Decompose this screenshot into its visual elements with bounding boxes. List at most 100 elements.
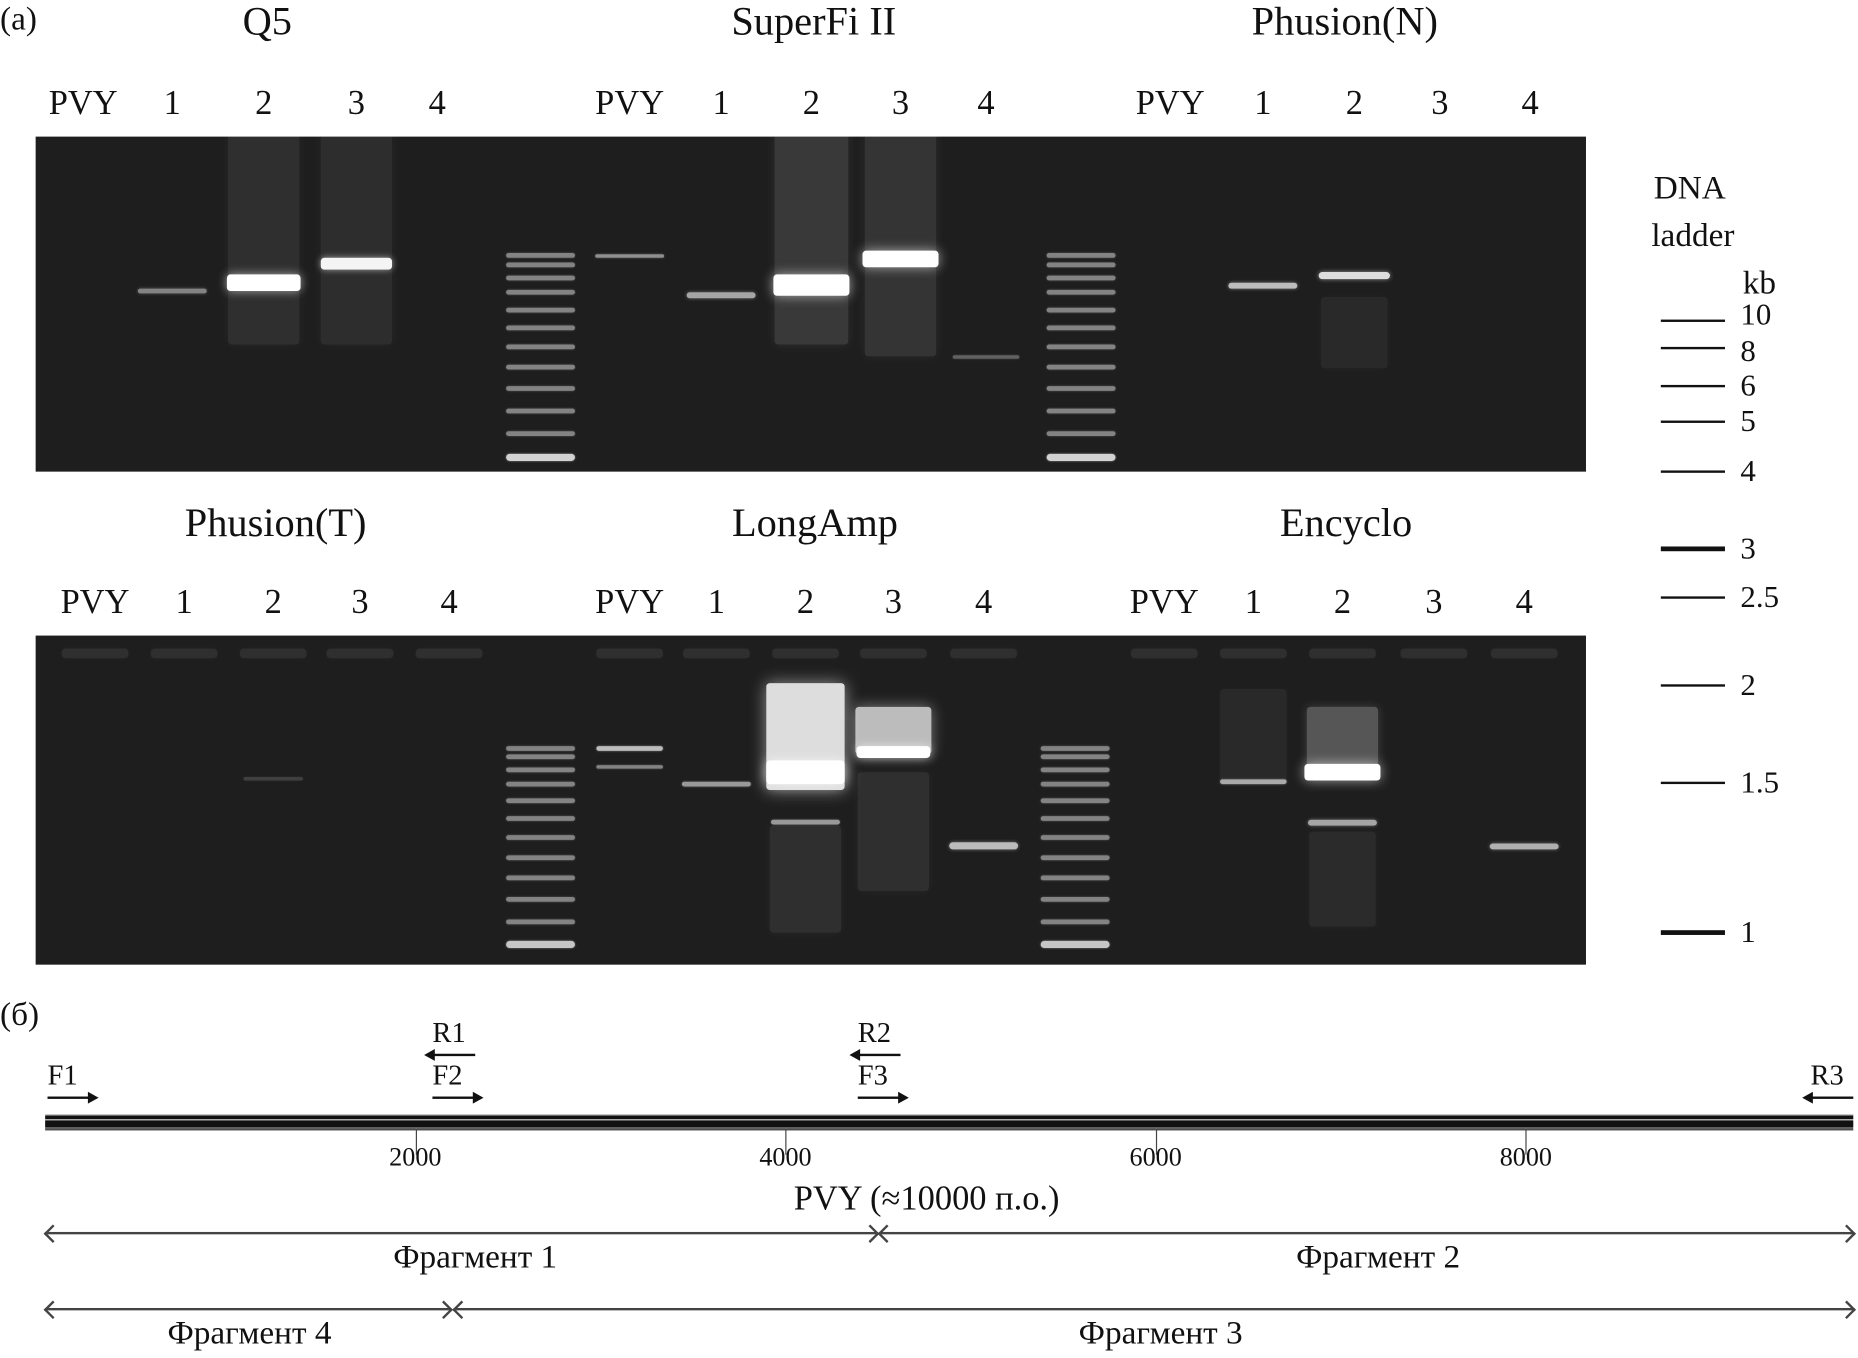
ladder-unit: kb — [1742, 264, 1777, 302]
ladder-band — [1040, 746, 1110, 751]
lane-label: 2 — [1345, 84, 1363, 123]
dna-band — [949, 842, 1019, 850]
dna-band — [686, 291, 756, 298]
lane-label: 4 — [975, 583, 993, 622]
dna-band — [1307, 819, 1377, 826]
fragment-span-arrow — [879, 1231, 1854, 1235]
ladder-band — [506, 307, 575, 312]
dna-band — [1318, 272, 1390, 280]
gel-well — [1490, 648, 1558, 659]
lane-label: 1 — [712, 84, 730, 123]
lane-label: PVY — [1129, 583, 1199, 622]
ladder-band — [506, 261, 575, 267]
gel-well — [150, 648, 218, 659]
primer-arrow-shaft — [857, 1096, 901, 1099]
genome-label: PVY (≈10000 п.о.) — [793, 1179, 1060, 1218]
gel-well — [860, 648, 927, 659]
ladder-band — [506, 835, 575, 840]
lane-label: 3 — [1425, 583, 1443, 622]
gel-title-phusion-t: Phusion(T) — [184, 501, 367, 546]
lane-label: PVY — [595, 84, 665, 123]
ladder-mark-label: 3 — [1740, 531, 1756, 566]
ladder-band — [1040, 767, 1110, 773]
ladder-band — [1046, 431, 1116, 437]
dna-band — [226, 274, 301, 292]
lane-label: 2 — [264, 583, 282, 622]
arrow-right-icon — [1837, 1300, 1856, 1320]
ladder-mark-label: 8 — [1740, 333, 1756, 369]
ladder-band — [1040, 875, 1110, 881]
ladder-band — [1046, 453, 1116, 461]
lane-label: 1 — [163, 84, 181, 123]
lane-label: 3 — [1431, 84, 1449, 123]
fragment-span-arrow — [45, 1231, 877, 1235]
primer-label: R3 — [1810, 1060, 1844, 1092]
ladder-band — [506, 365, 575, 371]
gel-well — [1400, 648, 1468, 659]
ladder-band — [1040, 782, 1110, 788]
genome-tick — [1155, 1128, 1157, 1155]
lane-label: 4 — [1521, 84, 1539, 123]
ladder-tick — [1660, 684, 1725, 687]
gel-well — [415, 648, 483, 659]
ladder-band — [1046, 386, 1116, 392]
dna-band — [857, 772, 930, 891]
dna-band — [771, 819, 840, 825]
lane-label: PVY — [1135, 84, 1205, 123]
ladder-tick — [1660, 319, 1725, 322]
dna-band — [681, 781, 751, 787]
ladder-title: ladder — [1651, 217, 1735, 255]
lane-label: 3 — [891, 84, 910, 123]
primer-label: R1 — [432, 1018, 466, 1050]
dna-band — [1309, 831, 1376, 927]
lane-label: 1 — [707, 583, 725, 622]
ladder-mark-label: 4 — [1740, 453, 1756, 489]
ladder-band — [506, 325, 575, 331]
gel-well — [326, 648, 394, 659]
ladder-band — [1046, 253, 1116, 258]
ladder-band — [1046, 307, 1116, 312]
genome-tick — [785, 1128, 787, 1155]
dna-band — [596, 764, 663, 769]
ladder-tick — [1660, 470, 1725, 473]
ladder-mark-label: 6 — [1740, 368, 1756, 403]
primer-arrow-shaft — [432, 1053, 476, 1057]
gel-well — [683, 648, 750, 659]
ladder-band — [1046, 261, 1116, 267]
dna-band — [1304, 763, 1381, 781]
dna-band — [1220, 689, 1287, 785]
ladder-band — [506, 875, 575, 881]
fragment-label: Фрагмент 1 — [393, 1239, 558, 1276]
lane-label: 3 — [351, 583, 369, 622]
ladder-tick — [1660, 384, 1725, 388]
gel-well — [1130, 648, 1198, 659]
dna-band — [864, 136, 937, 357]
arrow-left-icon — [452, 1300, 471, 1320]
lane-label: 1 — [1244, 583, 1262, 622]
ladder-band — [506, 782, 575, 788]
gel-well — [772, 648, 839, 659]
primer-arrow-shaft — [432, 1096, 476, 1099]
dna-band — [952, 354, 1020, 359]
genome-tick-label: 4000 — [759, 1141, 812, 1172]
ladder-band — [506, 919, 575, 924]
ladder-band — [506, 408, 575, 414]
gel-image-bottom — [35, 635, 1586, 965]
ladder-band — [506, 386, 575, 392]
ladder-band — [506, 767, 575, 773]
ladder-mark-label: 1.5 — [1740, 765, 1780, 800]
lane-label: 1 — [175, 583, 193, 622]
ladder-tick — [1660, 346, 1725, 350]
primer-arrow-shaft — [857, 1053, 901, 1057]
genome-tick-label: 2000 — [389, 1141, 442, 1172]
ladder-band — [506, 290, 575, 296]
lane-label: 3 — [347, 84, 366, 123]
ladder-mark-label: 1 — [1740, 914, 1756, 950]
ladder-band — [1046, 290, 1116, 296]
ladder-band — [1046, 365, 1116, 371]
arrow-left-icon — [424, 1049, 435, 1061]
lane-label: 4 — [440, 583, 458, 622]
ladder-band — [506, 253, 575, 258]
fragment-label: Фрагмент 3 — [1078, 1315, 1243, 1352]
primer-label: F1 — [47, 1060, 78, 1092]
